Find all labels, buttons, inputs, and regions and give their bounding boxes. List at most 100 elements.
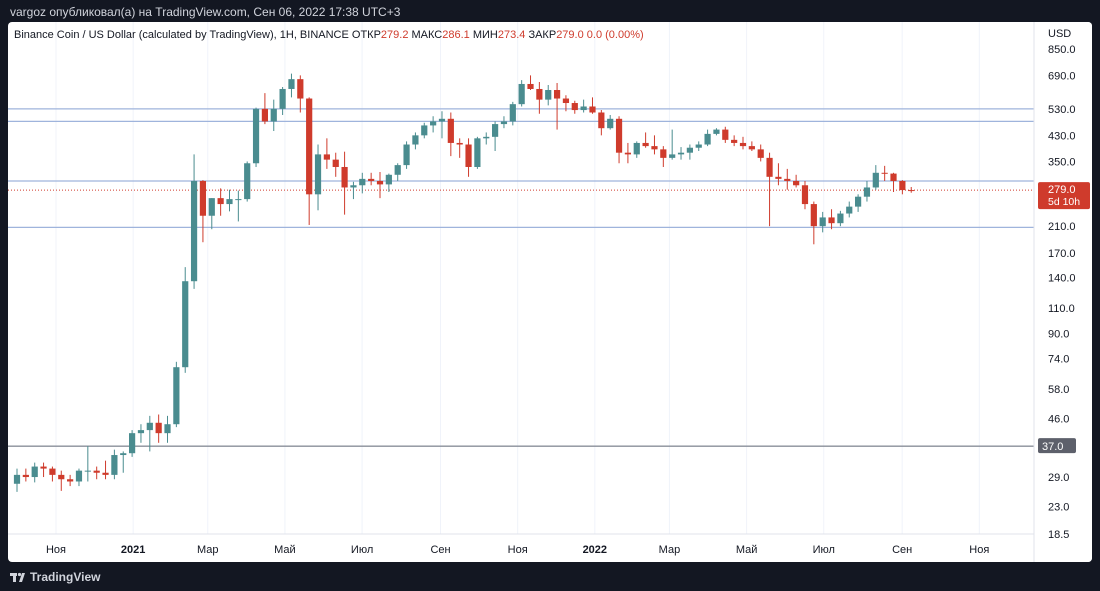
candle-body[interactable] [553, 90, 561, 99]
candle-body[interactable] [22, 474, 29, 478]
candle-body[interactable] [412, 135, 419, 145]
candle-body[interactable] [226, 199, 233, 205]
candle-body[interactable] [120, 453, 127, 456]
candle-body[interactable] [84, 470, 91, 472]
candle-body[interactable] [341, 166, 348, 188]
candle-body[interactable] [509, 104, 516, 122]
candle-body[interactable] [872, 172, 879, 188]
candle-body[interactable] [421, 125, 428, 136]
candle-body[interactable] [190, 180, 198, 282]
candle-body[interactable] [403, 144, 410, 166]
candle-body[interactable] [252, 108, 260, 164]
candle-body[interactable] [58, 474, 65, 480]
candle-body[interactable] [819, 217, 826, 227]
candle-body[interactable] [137, 430, 145, 434]
candle-body[interactable] [846, 206, 853, 214]
candle-body[interactable] [368, 178, 375, 181]
candle-body[interactable] [545, 90, 552, 100]
price-axis[interactable] [1034, 22, 1092, 562]
candle-body[interactable] [669, 154, 676, 158]
candle-body[interactable] [314, 154, 322, 195]
candle-body[interactable] [766, 157, 773, 177]
candle-body[interactable] [385, 174, 392, 185]
candle-body[interactable] [208, 198, 215, 216]
candle-body[interactable] [155, 422, 162, 434]
chart-frame[interactable]: USD 850.0 690.0 530.0 430.0 350.0 210.0 170.0 14… [8, 22, 1092, 562]
candle-body[interactable] [828, 217, 835, 224]
candle-body[interactable] [686, 147, 693, 153]
candle-body[interactable] [713, 129, 720, 134]
candle-body[interactable] [67, 479, 74, 482]
candle-body[interactable] [474, 138, 481, 167]
candle-body[interactable] [359, 178, 366, 186]
candle-body[interactable] [128, 433, 136, 454]
candle-body[interactable] [270, 108, 277, 122]
candle-body[interactable] [660, 149, 667, 158]
candle-body[interactable] [394, 165, 401, 175]
candle-body[interactable] [199, 180, 207, 216]
candle-body[interactable] [297, 79, 304, 99]
candle-body[interactable] [615, 118, 623, 153]
candle-body[interactable] [49, 468, 56, 475]
candle-body[interactable] [483, 136, 490, 139]
candle-body[interactable] [111, 455, 118, 475]
candle-body[interactable] [376, 180, 384, 185]
candle-body[interactable] [438, 118, 446, 122]
candle-body[interactable] [562, 98, 570, 104]
candle-body[interactable] [235, 199, 242, 201]
candle-body[interactable] [306, 98, 313, 195]
candle-body[interactable] [40, 466, 47, 469]
candle-body[interactable] [899, 180, 906, 191]
candle-body[interactable] [837, 213, 844, 224]
candle-body[interactable] [332, 159, 339, 167]
candle-body[interactable] [580, 106, 587, 111]
candle-body[interactable] [695, 144, 702, 148]
candle-body[interactable] [244, 163, 251, 200]
candlestick-chart[interactable]: USD 850.0 690.0 530.0 430.0 350.0 210.0 170.0 14… [8, 22, 1092, 562]
candle-body[interactable] [855, 196, 862, 207]
candle-body[interactable] [677, 152, 685, 155]
tradingview-brand[interactable]: TradingView [30, 570, 101, 584]
candle-body[interactable] [500, 121, 508, 125]
candle-body[interactable] [323, 154, 330, 160]
candle-body[interactable] [31, 466, 38, 478]
candle-body[interactable] [447, 118, 454, 143]
candle-body[interactable] [881, 172, 888, 174]
candle-body[interactable] [456, 142, 463, 145]
candle-body[interactable] [810, 204, 817, 227]
candle-body[interactable] [536, 88, 543, 100]
candle-body[interactable] [908, 190, 915, 192]
candle-body[interactable] [863, 187, 871, 197]
candle-body[interactable] [288, 79, 295, 89]
candle-body[interactable] [430, 121, 437, 126]
candle-body[interactable] [633, 142, 640, 155]
candle-body[interactable] [624, 152, 632, 155]
candle-body[interactable] [775, 176, 782, 179]
candle-body[interactable] [722, 129, 729, 140]
candle-body[interactable] [146, 422, 153, 431]
candle-body[interactable] [589, 106, 596, 113]
candle-body[interactable] [748, 146, 755, 150]
candle-body[interactable] [739, 142, 747, 147]
candle-body[interactable] [173, 367, 180, 425]
candle-body[interactable] [784, 178, 791, 181]
candle-body[interactable] [492, 124, 499, 137]
candle-body[interactable] [731, 139, 738, 143]
candle-body[interactable] [217, 198, 224, 205]
candle-body[interactable] [75, 470, 83, 482]
candle-body[interactable] [182, 281, 189, 368]
candle-body[interactable] [642, 142, 649, 147]
symbol-legend[interactable]: Binance Coin / US Dollar (calculated by … [14, 29, 644, 41]
candle-body[interactable] [279, 88, 286, 109]
candle-body[interactable] [164, 424, 171, 434]
candle-body[interactable] [571, 103, 578, 111]
candle-body[interactable] [465, 144, 472, 167]
candle-body[interactable] [350, 185, 357, 188]
candle-body[interactable] [102, 472, 109, 475]
candle-body[interactable] [890, 173, 897, 181]
candle-body[interactable] [757, 149, 764, 158]
candle-body[interactable] [651, 146, 658, 150]
candle-body[interactable] [607, 118, 614, 129]
candle-body[interactable] [13, 474, 21, 484]
candle-body[interactable] [801, 185, 809, 205]
